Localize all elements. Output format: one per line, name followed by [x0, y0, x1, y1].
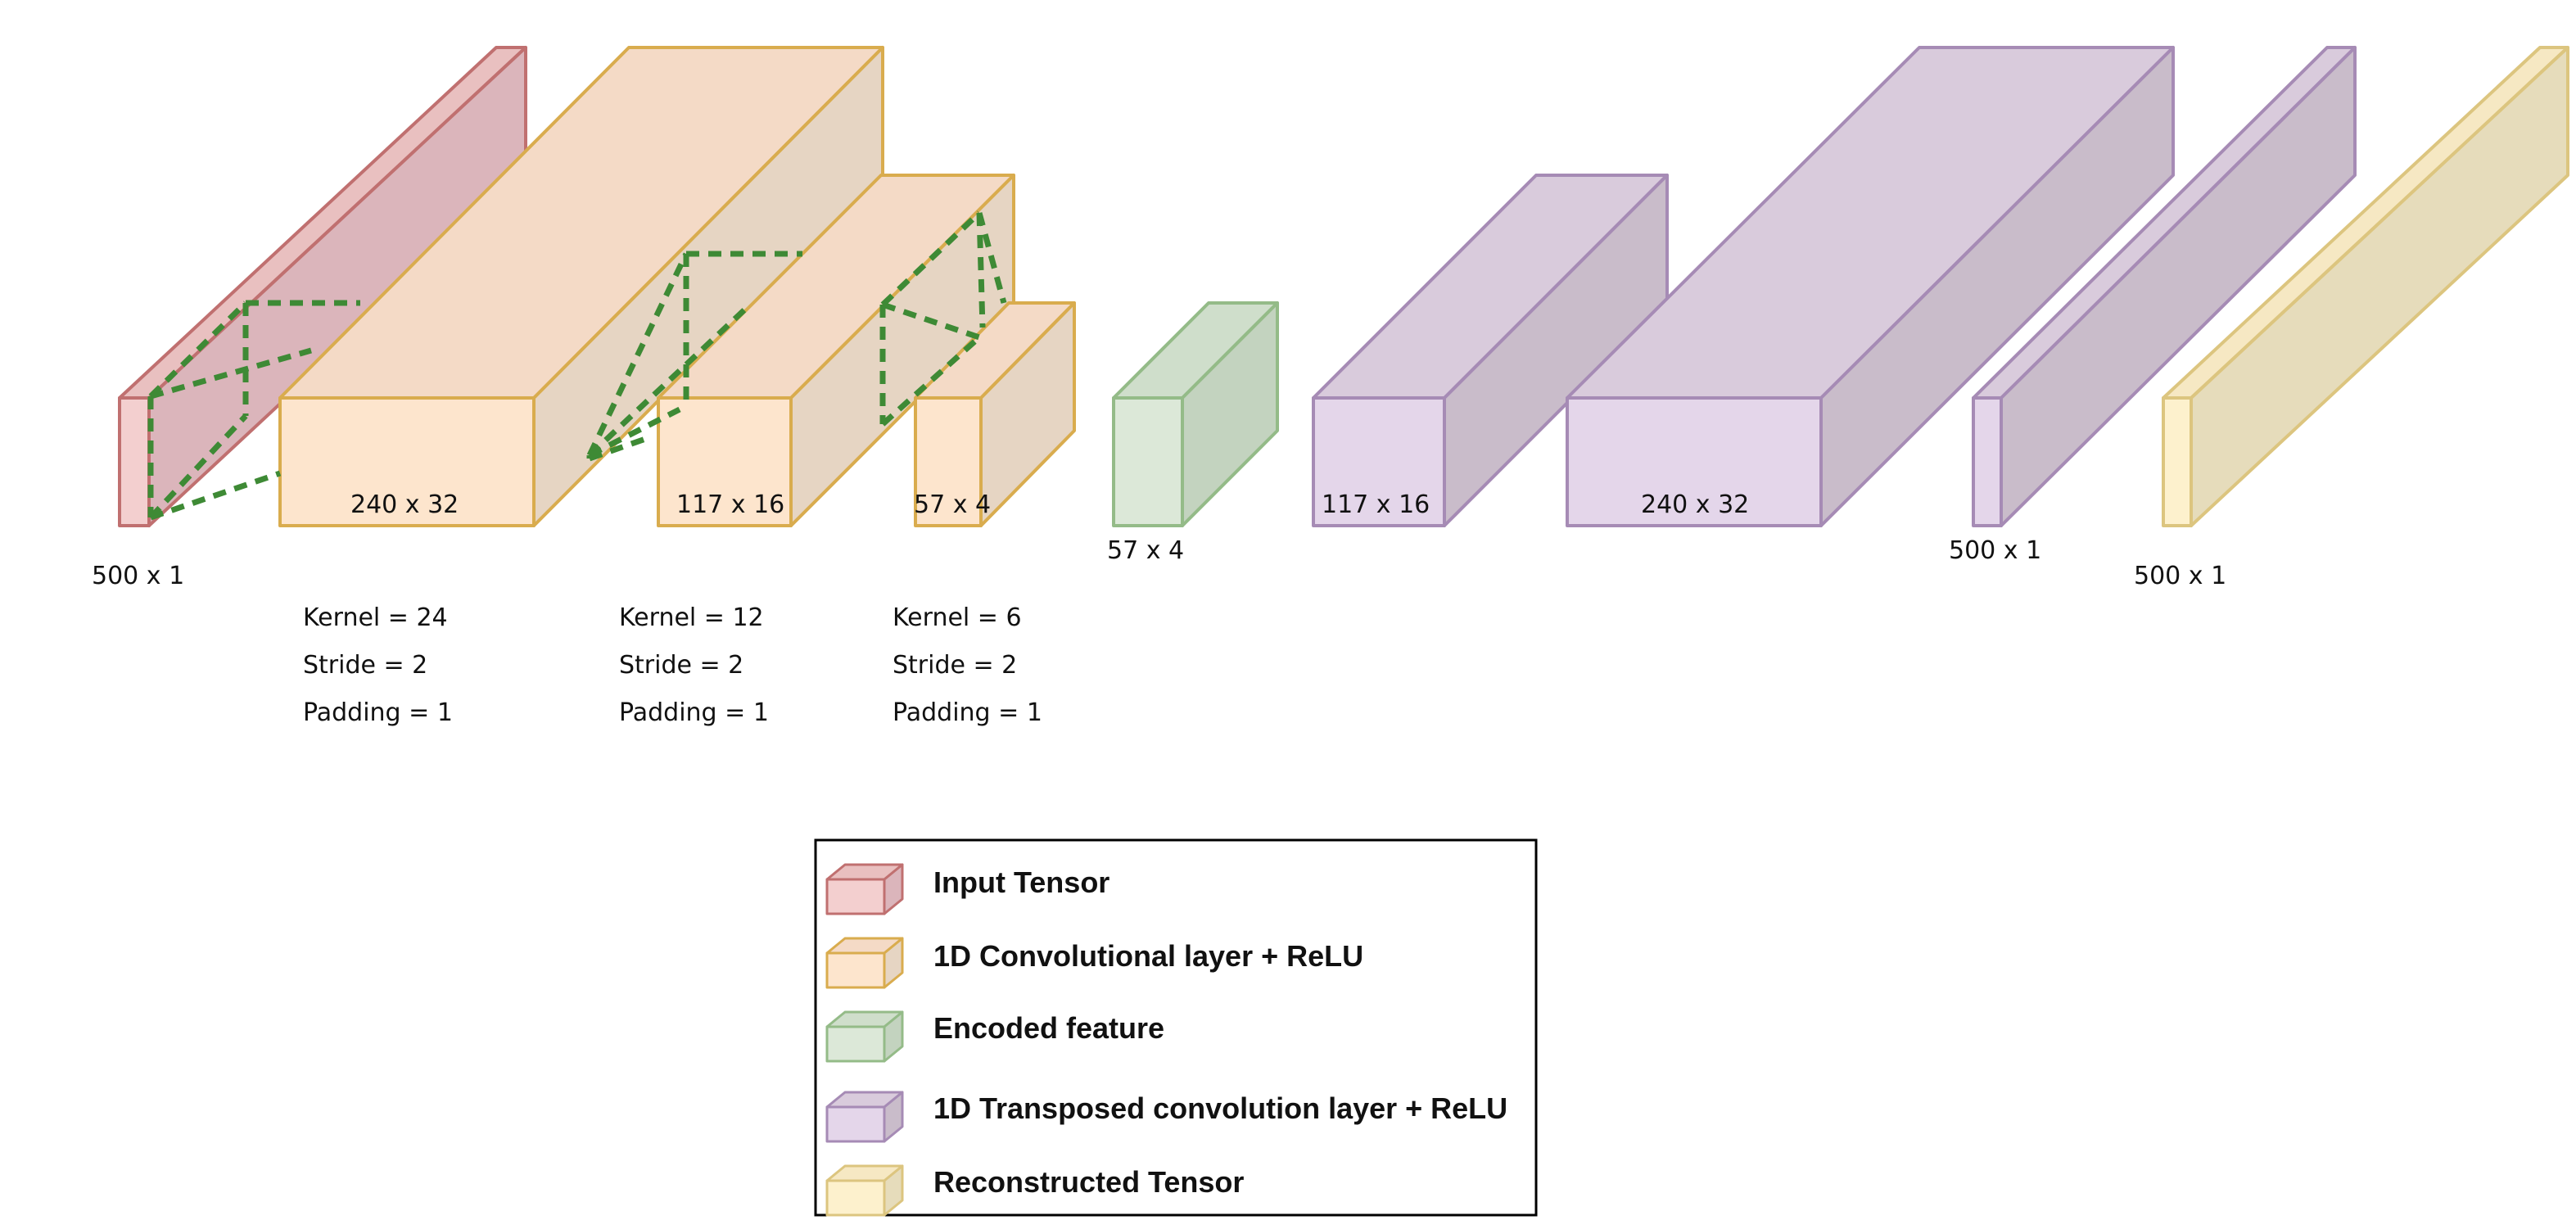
tconv-layer-2-block [1566, 46, 2175, 527]
encoded-dims-label: 57 x 4 [1107, 536, 1184, 565]
conv3-dims-label: 57 x 4 [914, 490, 991, 519]
tconv1-dims-label: 117 x 16 [1322, 490, 1430, 519]
dashed-line-5 [149, 470, 282, 521]
legend-label-conv: 1D Convolutional layer + ReLU [933, 939, 1363, 973]
dashed-line-9 [587, 302, 752, 458]
conv2-stride-label: Stride = 2 [619, 651, 743, 680]
conv1-params: Kernel = 24 Stride = 2 Padding = 1 [303, 603, 453, 727]
encoded-feature-block [1112, 301, 1279, 527]
conv3-padding-label: Padding = 1 [893, 698, 1042, 727]
conv2-params: Kernel = 12 Stride = 2 Padding = 1 [619, 603, 769, 727]
legend-label-input: Input Tensor [933, 865, 1109, 899]
recon-dims-label: 500 x 1 [2134, 562, 2226, 590]
input-tensor-block [118, 46, 527, 527]
conv-layer-2-block [657, 174, 1015, 527]
dashed-line-6 [148, 413, 248, 520]
receptive-field-lines [147, 210, 1007, 521]
legend-frame [814, 838, 1538, 1217]
legend-swatch-conv-icon [825, 937, 904, 989]
tconv-layer-2-block-front-face [1566, 396, 1823, 527]
legend-swatch-input-icon-front-face [825, 878, 886, 915]
legend-swatch-tconv-icon [825, 1091, 904, 1143]
tconv-layer-1-block-front-face [1312, 396, 1446, 527]
conv3-params: Kernel = 6 Stride = 2 Padding = 1 [893, 603, 1042, 727]
conv-layer-2-block-front-face [657, 396, 793, 527]
dashed-line-19 [976, 212, 986, 328]
dashed-line-15 [976, 212, 1007, 304]
tconv3-dims-label: 500 x 1 [1949, 536, 2041, 565]
conv-layer-1-block [278, 46, 884, 527]
dashed-line-16 [881, 301, 981, 341]
tconv2-dims-label: 240 x 32 [1641, 490, 1749, 519]
legend-label-tconv: 1D Transposed convolution layer + ReLU [933, 1091, 1507, 1125]
legend-icons [825, 863, 904, 1217]
conv1-padding-label: Padding = 1 [303, 698, 453, 727]
dashed-line-7 [586, 252, 689, 457]
legend-swatch-conv-icon-front-face [825, 951, 886, 989]
blocks-group [118, 46, 2569, 527]
legend-swatch-tconv-icon-front-face [825, 1105, 886, 1143]
input-tensor-block-front-face [118, 396, 151, 527]
tconv-layer-3-block [1972, 46, 2357, 527]
conv3-stride-label: Stride = 2 [893, 651, 1017, 680]
conv1-stride-label: Stride = 2 [303, 651, 427, 680]
conv1-kernel-label: Kernel = 24 [303, 603, 448, 632]
conv2-padding-label: Padding = 1 [619, 698, 769, 727]
conv1-dims-label: 240 x 32 [350, 490, 459, 519]
legend-swatch-recon-icon [825, 1164, 904, 1217]
reconstructed-tensor-block [2162, 46, 2569, 527]
legend-swatch-encoded-icon-front-face [825, 1025, 886, 1063]
legend-label-recon: Reconstructed Tensor [933, 1165, 1244, 1199]
legend-swatch-recon-icon-front-face [825, 1179, 886, 1217]
reconstructed-tensor-block-front-face [2162, 396, 2193, 527]
conv-layer-3-block-front-face [914, 396, 983, 527]
dashed-line-2 [150, 347, 312, 400]
input-dims-label: 500 x 1 [92, 562, 184, 590]
conv2-kernel-label: Kernel = 12 [619, 603, 764, 632]
encoded-feature-block-front-face [1112, 396, 1184, 527]
legend-label-encoded: Encoded feature [933, 1011, 1164, 1045]
legend-swatch-encoded-icon [825, 1010, 904, 1063]
legend: Input Tensor 1D Convolutional layer + Re… [814, 838, 1538, 1217]
dashed-line-14 [880, 210, 982, 307]
tconv-layer-3-block-front-face [1972, 396, 2003, 527]
conv-layer-1-block-front-face [278, 396, 536, 527]
conv3-kernel-label: Kernel = 6 [893, 603, 1022, 632]
conv2-dims-label: 117 x 16 [676, 490, 784, 519]
legend-swatch-input-icon [825, 863, 904, 915]
reconstructed-tensor-block-side-face [2190, 46, 2569, 527]
dashed-line-13 [588, 406, 681, 459]
dashed-line-0 [148, 300, 248, 399]
dashed-line-12 [588, 434, 652, 462]
